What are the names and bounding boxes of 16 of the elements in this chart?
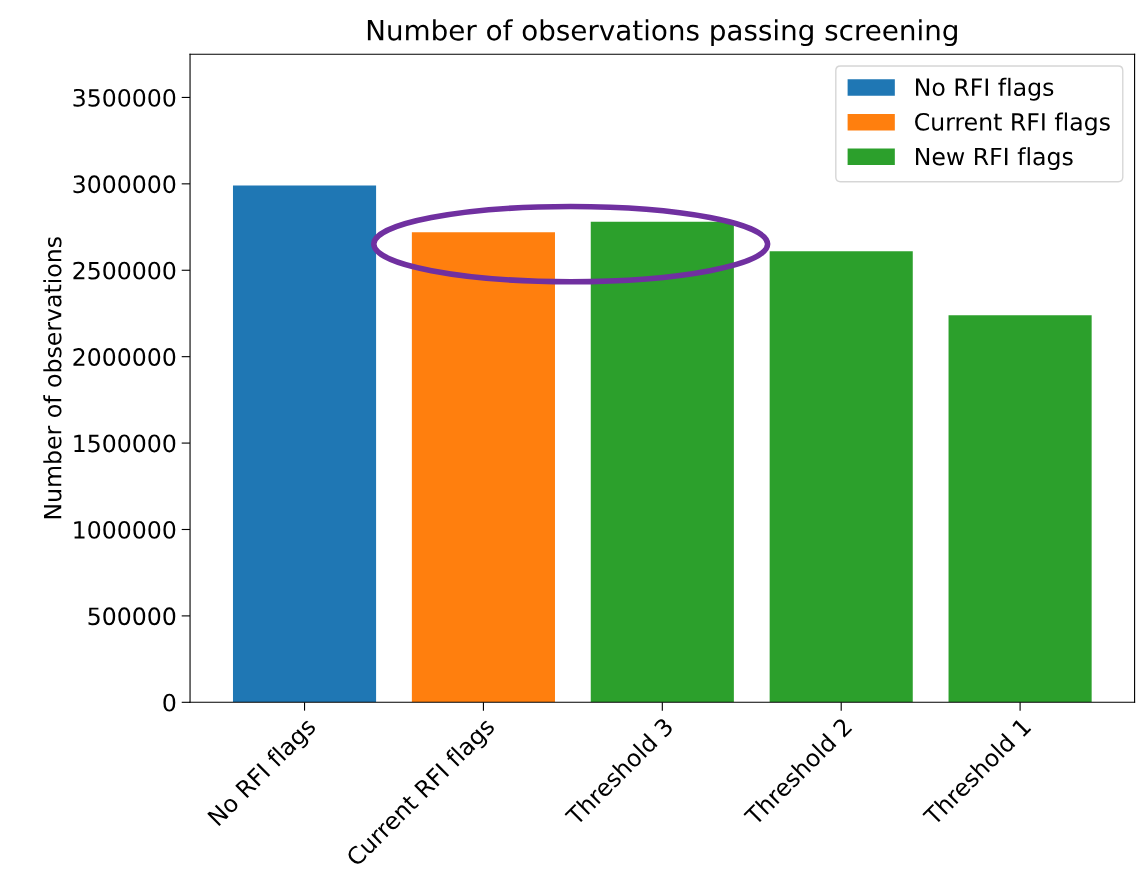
y-axis-title: Number of observations	[43, 237, 62, 519]
y-tick-label: 1000000	[74, 520, 176, 539]
bar	[769, 251, 913, 703]
y-tick-label: 3000000	[73, 175, 176, 194]
bar	[948, 315, 1092, 703]
y-tick-label: 3500000	[73, 88, 176, 107]
y-tick-label: 500000	[88, 607, 176, 626]
legend-label: New RFI flags	[916, 147, 1073, 170]
y-tick-label: 1500000	[74, 434, 176, 453]
legend-label: No RFI flags	[916, 77, 1054, 101]
y-tick-label: 2000000	[73, 348, 176, 366]
y-tick-label: 0	[163, 693, 176, 712]
chart-title: Number of observations passing screening	[367, 19, 957, 47]
bar	[232, 185, 377, 703]
legend-label: Current RFI flags	[915, 112, 1110, 136]
y-tick-label: 2500000	[73, 261, 176, 280]
